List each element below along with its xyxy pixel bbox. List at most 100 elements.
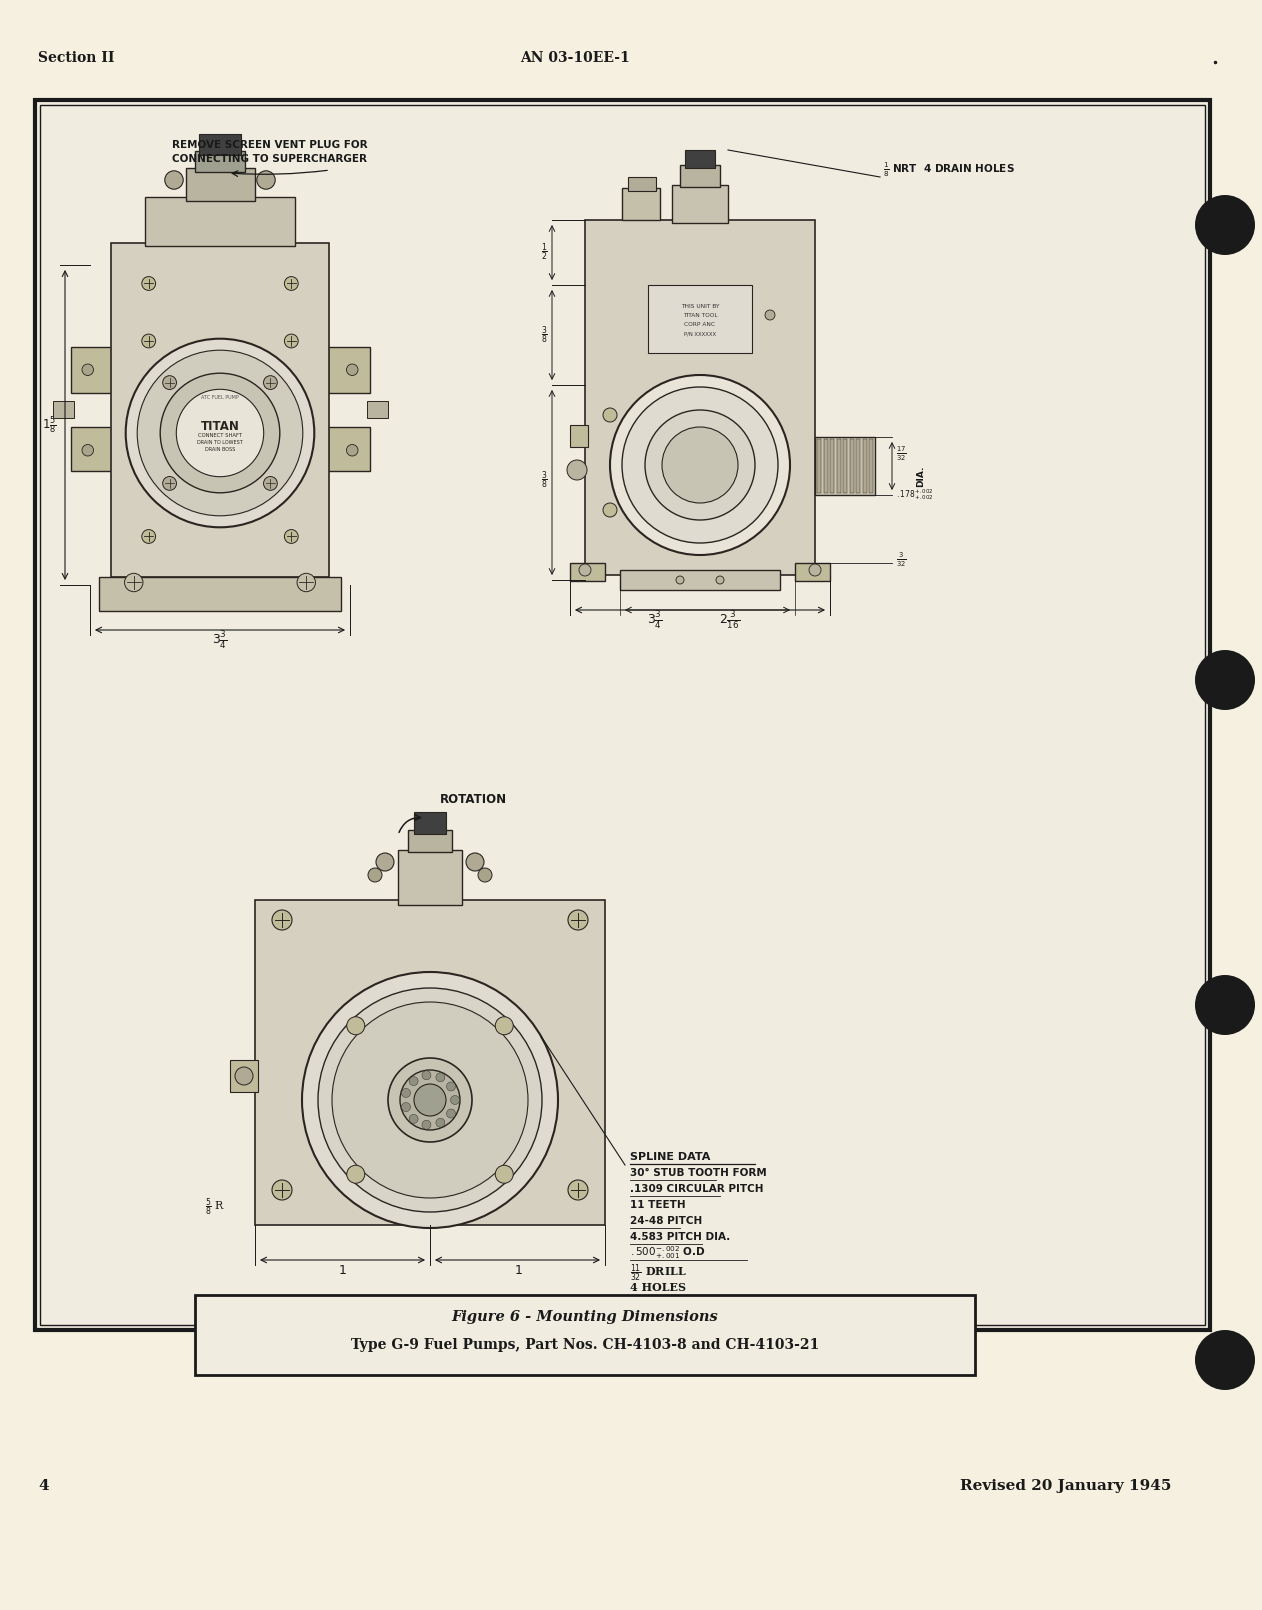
Circle shape: [273, 1180, 292, 1199]
Circle shape: [1195, 976, 1254, 1035]
Circle shape: [568, 910, 588, 931]
Circle shape: [451, 1095, 459, 1104]
Circle shape: [284, 530, 298, 544]
Circle shape: [347, 1018, 365, 1035]
Circle shape: [302, 972, 558, 1228]
Bar: [647, 285, 752, 353]
Circle shape: [645, 411, 755, 520]
Bar: [328, 346, 370, 393]
Text: $\frac{3}{8}$: $\frac{3}{8}$: [541, 324, 548, 346]
Bar: [620, 570, 780, 589]
Text: $2\frac{3}{16}$: $2\frac{3}{16}$: [719, 610, 741, 631]
Circle shape: [603, 407, 617, 422]
Bar: [35, 100, 1210, 1330]
Bar: [328, 427, 370, 472]
Text: $\frac{3}{8}$: $\frac{3}{8}$: [541, 469, 548, 491]
Circle shape: [422, 1121, 430, 1129]
Circle shape: [400, 1071, 461, 1130]
Text: $.178_{+.002}^{+.002}$: $.178_{+.002}^{+.002}$: [896, 486, 934, 501]
Text: DRAIN TO LOWEST: DRAIN TO LOWEST: [197, 440, 242, 444]
Circle shape: [1195, 1330, 1254, 1389]
Text: $\frac{1}{8}$ NRT  4 DRAIN HOLES: $\frac{1}{8}$ NRT 4 DRAIN HOLES: [883, 161, 1015, 179]
Circle shape: [610, 375, 790, 555]
Text: THIS UNIT BY: THIS UNIT BY: [680, 304, 719, 309]
Circle shape: [284, 277, 298, 290]
Bar: [230, 1059, 257, 1092]
Bar: [111, 243, 329, 576]
Circle shape: [387, 1058, 472, 1141]
Bar: [71, 346, 112, 393]
Bar: [570, 564, 604, 581]
Bar: [255, 900, 604, 1225]
Text: Revised 20 January 1945: Revised 20 January 1945: [960, 1480, 1171, 1492]
Bar: [870, 440, 873, 493]
Circle shape: [160, 374, 280, 493]
Text: $\frac{5}{8}$ R: $\frac{5}{8}$ R: [204, 1196, 225, 1217]
Circle shape: [141, 530, 155, 544]
Text: 11 TEETH: 11 TEETH: [630, 1199, 685, 1211]
Circle shape: [447, 1109, 456, 1117]
Bar: [53, 401, 74, 419]
Text: $\frac{11}{32}$ DRILL: $\frac{11}{32}$ DRILL: [630, 1262, 687, 1283]
Circle shape: [82, 444, 93, 456]
Circle shape: [495, 1166, 514, 1183]
Bar: [367, 401, 387, 419]
Circle shape: [126, 338, 314, 528]
Text: $\frac{3}{32}$: $\frac{3}{32}$: [896, 551, 906, 568]
Circle shape: [422, 1071, 430, 1080]
Circle shape: [567, 460, 587, 480]
Circle shape: [125, 573, 143, 592]
Circle shape: [138, 351, 303, 515]
Circle shape: [264, 477, 278, 491]
Text: .1309 CIRCULAR PITCH: .1309 CIRCULAR PITCH: [630, 1183, 764, 1195]
Bar: [849, 440, 853, 493]
Bar: [186, 169, 255, 201]
Circle shape: [82, 364, 93, 375]
Circle shape: [369, 868, 382, 882]
Text: $1$: $1$: [514, 1264, 522, 1277]
Bar: [71, 427, 112, 472]
Bar: [817, 440, 822, 493]
Circle shape: [568, 1180, 588, 1199]
Circle shape: [716, 576, 724, 584]
Bar: [570, 425, 588, 448]
Text: $\frac{17}{32}$: $\frac{17}{32}$: [896, 444, 906, 464]
Bar: [862, 440, 867, 493]
Circle shape: [409, 1077, 418, 1085]
Text: DIA.: DIA.: [916, 465, 925, 486]
Circle shape: [765, 311, 775, 320]
Bar: [671, 185, 728, 224]
Circle shape: [141, 277, 155, 290]
Text: 4.583 PITCH DIA.: 4.583 PITCH DIA.: [630, 1232, 731, 1241]
Bar: [830, 440, 834, 493]
Text: ROTATION: ROTATION: [440, 794, 507, 807]
Circle shape: [478, 868, 492, 882]
Text: $\frac{1}{2}$: $\frac{1}{2}$: [541, 242, 548, 262]
Text: CONNECT SHAFT: CONNECT SHAFT: [198, 433, 242, 438]
Circle shape: [264, 375, 278, 390]
Text: Type G-9 Fuel Pumps, Part Nos. CH-4103-8 and CH-4103-21: Type G-9 Fuel Pumps, Part Nos. CH-4103-8…: [351, 1338, 819, 1352]
Text: Figure 6 - Mounting Dimensions: Figure 6 - Mounting Dimensions: [452, 1311, 718, 1323]
Bar: [685, 150, 716, 167]
Text: TITAN TOOL: TITAN TOOL: [683, 312, 717, 319]
Bar: [856, 440, 859, 493]
Bar: [586, 221, 815, 575]
Bar: [795, 564, 830, 581]
Bar: [414, 811, 445, 834]
Circle shape: [579, 564, 591, 576]
Circle shape: [409, 1114, 418, 1124]
Circle shape: [297, 573, 316, 592]
Text: ATC FUEL PUMP: ATC FUEL PUMP: [201, 394, 239, 399]
Text: DRAIN BOSS: DRAIN BOSS: [204, 446, 235, 451]
Text: $.500_{+.001}^{-.002}$ O.D: $.500_{+.001}^{-.002}$ O.D: [630, 1245, 705, 1261]
Bar: [824, 440, 828, 493]
Bar: [837, 440, 840, 493]
Bar: [628, 177, 656, 192]
Circle shape: [401, 1103, 410, 1111]
Text: P/N XXXXXX: P/N XXXXXX: [684, 332, 716, 336]
Text: Section II: Section II: [38, 52, 115, 64]
Text: 4: 4: [38, 1480, 49, 1492]
Circle shape: [809, 564, 822, 576]
Circle shape: [435, 1072, 445, 1082]
Bar: [680, 164, 721, 187]
